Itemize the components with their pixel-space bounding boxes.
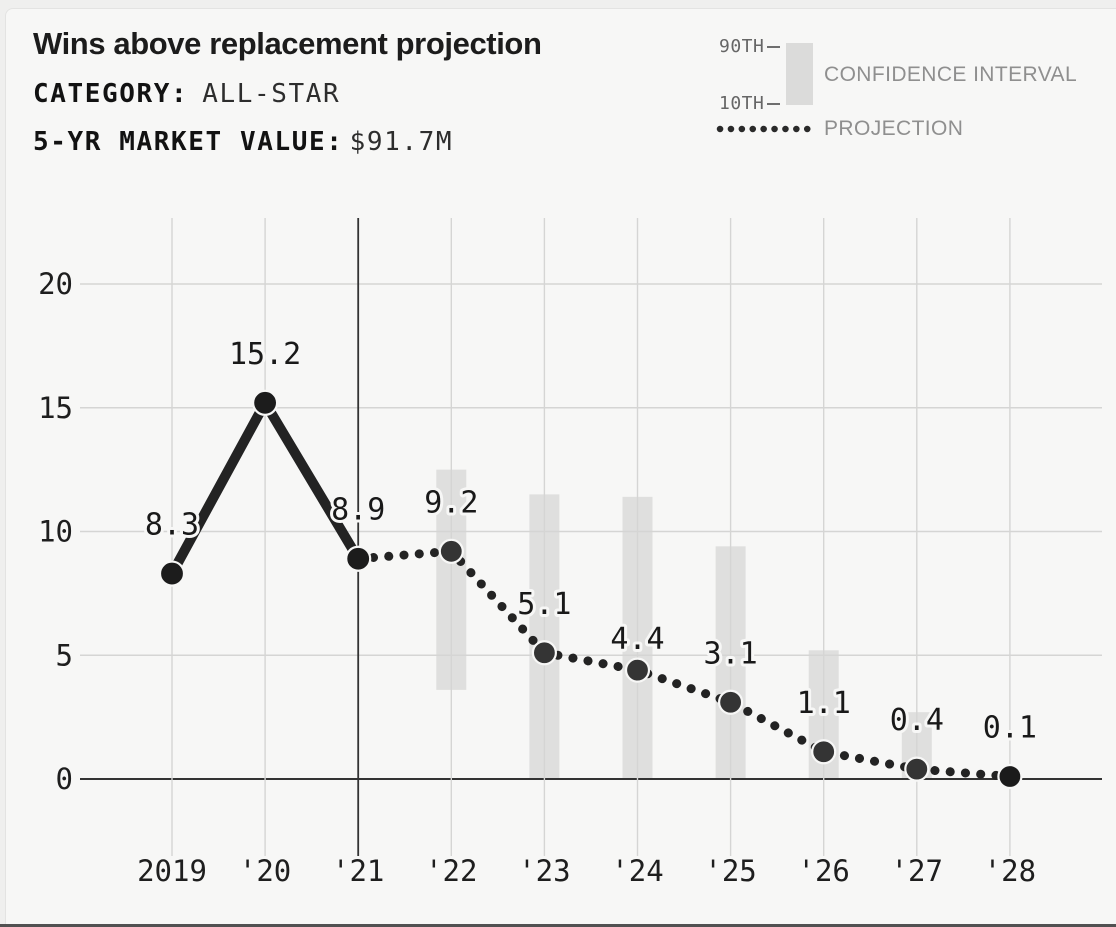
legend-10th-label: 10TH [719, 93, 765, 114]
y-tick-5: 5 [56, 638, 73, 672]
category-value: ALL-STAR [202, 79, 341, 109]
data-point-25 [717, 689, 744, 715]
data-point-2019 [158, 560, 186, 587]
x-tick-26: '26 [798, 854, 850, 888]
legend-confidence-label: CONFIDENCE INTERVAL [824, 63, 1078, 86]
x-tick-25: '25 [704, 854, 756, 888]
market-value: $91.7M [349, 127, 454, 157]
legend-10th: 10TH [719, 93, 781, 114]
data-point-23 [531, 640, 558, 666]
confidence-interval-bars [436, 469, 932, 779]
data-point-21 [345, 545, 372, 572]
data-point-20 [252, 389, 279, 416]
data-point-22 [438, 538, 464, 564]
y-tick-10: 10 [38, 515, 73, 549]
legend-90th-tick [767, 45, 781, 48]
value-label-1.1: 1.1 [797, 686, 851, 721]
value-label-0.1: 0.1 [983, 711, 1037, 746]
x-tick-2019: 2019 [137, 854, 207, 888]
category-label: CATEGORY: [33, 79, 189, 109]
y-tick-15: 15 [38, 391, 73, 425]
category-line: CATEGORY: ALL-STAR [33, 79, 340, 109]
x-tick-22: '22 [425, 854, 477, 888]
legend-90th-label: 90TH [719, 36, 765, 57]
market-value-line: 5-YR MARKET VALUE: $91.7M [33, 127, 453, 157]
y-tick-0: 0 [56, 762, 73, 796]
legend-10th-tick [767, 102, 781, 105]
legend-projection-label: PROJECTION [824, 117, 964, 140]
y-axis-labels: 0 5 10 15 20 [38, 267, 73, 796]
page-title: Wins above replacement projection [33, 26, 542, 61]
value-label-0.4: 0.4 [890, 703, 944, 738]
x-tick-27: '27 [891, 854, 943, 888]
x-axis-labels: 2019 '20 '21 '22 '23 '24 '25 '26 '27 '28 [137, 854, 1036, 888]
legend-confidence-bar-swatch [786, 43, 813, 105]
x-gridlines [171, 218, 1011, 856]
x-tick-24: '24 [611, 854, 663, 888]
value-label-8.9: 8.9 [331, 493, 385, 528]
x-tick-28: '28 [984, 854, 1036, 888]
x-tick-21: '21 [332, 854, 384, 888]
value-label-15.2: 15.2 [229, 337, 301, 372]
data-point-24 [624, 657, 651, 683]
data-point-28 [997, 763, 1023, 790]
value-label-9.2: 9.2 [424, 485, 478, 520]
point-markers [158, 389, 1023, 790]
x-tick-20: '20 [239, 854, 291, 888]
y-gridlines [80, 283, 1102, 780]
projection-line [353, 546, 1015, 782]
value-label-5.1: 5.1 [517, 587, 571, 622]
bottom-divider [0, 924, 1116, 927]
market-value-label: 5-YR MARKET VALUE: [33, 127, 344, 157]
data-point-27 [904, 756, 930, 782]
value-labels: 8.3 15.2 8.9 9.2 5.1 4.4 3.1 1.1 0.4 0.1 [142, 334, 1040, 749]
value-label-4.4: 4.4 [610, 622, 664, 657]
data-point-26 [811, 739, 837, 765]
legend-90th: 90TH [719, 36, 781, 57]
value-label-3.1: 3.1 [704, 636, 758, 671]
y-tick-20: 20 [38, 267, 73, 301]
x-tick-23: '23 [518, 854, 570, 888]
value-label-8.3: 8.3 [145, 508, 199, 543]
